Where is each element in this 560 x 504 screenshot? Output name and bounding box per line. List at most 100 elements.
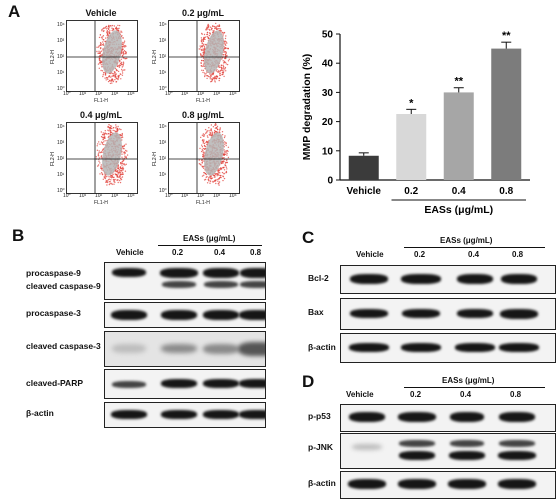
flow-y-tick: 10² [159,156,167,162]
scatter-dots [169,122,239,193]
panel-letter-c: C [302,228,315,247]
flow-plot-title-dose-0-4: 0.4 μg/mL [79,110,123,120]
flow-x-tick: 10⁴ [127,91,135,97]
bar-0-8 [491,48,522,180]
blot-image-row [104,402,266,428]
flow-x-tick: 10⁰ [63,193,71,199]
treatment-bracket [404,247,545,248]
flow-y-tick: 10⁰ [159,86,167,92]
blot-row-label: cleaved caspase-9 [26,281,101,291]
blot-image-row [340,471,556,499]
protein-band [112,344,146,353]
lane-header-dose: 0.2 [414,250,426,259]
blot-row-label: procaspase-9 [26,268,81,278]
protein-band [111,310,147,320]
blot-row-label: cleaved-PARP [26,378,84,388]
bar-0-4 [443,92,474,180]
significance-marker: * [409,97,414,109]
blot-image-row [340,298,556,330]
flow-y-tick: 10⁰ [159,188,167,194]
protein-band [498,451,536,460]
protein-band [112,381,146,388]
protein-band [203,379,239,388]
flow-x-tick: 10⁰ [165,193,173,199]
significance-marker: ** [502,30,511,42]
dense-cell-cluster [204,30,224,74]
flow-y-axis-label: FL2-H [50,50,56,64]
flow-x-tick: 10⁰ [63,91,71,97]
protein-band [398,479,436,489]
blot-image-row [104,302,266,328]
flow-y-tick: 10⁴ [159,22,167,28]
protein-band [350,309,388,318]
protein-band [203,344,239,354]
protein-band [501,274,537,284]
panel-letter-d: D [302,372,315,391]
blot-row-label: procaspase-3 [26,308,81,318]
lane-header-dose: 0.2 [172,248,184,257]
protein-band [401,343,441,352]
y-tick-label: 40 [322,59,334,70]
protein-band [161,344,197,353]
y-tick-label: 0 [327,176,333,187]
blot-row-label: Bcl-2 [308,273,329,283]
flow-x-tick: 10⁰ [165,91,173,97]
protein-band [162,281,196,288]
protein-band [161,410,197,419]
lane-header-dose: 0.8 [510,390,522,399]
lane-header-vehicle: Vehicle [116,248,144,257]
protein-band [398,412,436,422]
treatment-header: EASs (μg/mL) [442,376,495,385]
protein-band [350,274,388,284]
flow-y-tick: 10⁴ [57,22,65,28]
flow-x-tick: 10¹ [79,193,87,199]
flow-x-tick: 10³ [111,91,119,97]
treatment-header: EASs (μg/mL) [440,236,493,245]
treatment-bracket [404,387,545,388]
y-tick-label: 20 [322,117,334,128]
lane-header-dose: 0.8 [250,248,262,257]
protein-band [203,310,239,320]
protein-band [349,412,385,422]
flow-plot-dose-0-2 [168,20,240,92]
blot-image-row [340,433,556,469]
lane-header-dose: 0.4 [214,248,226,257]
protein-band [112,268,146,277]
blot-image-row [104,331,266,367]
protein-band [352,444,382,450]
flow-x-tick: 10² [95,91,103,97]
flow-plot-dose-0-4 [66,122,138,194]
flow-x-tick: 10⁴ [127,193,135,199]
x-category-label: Vehicle [347,186,382,197]
flow-y-tick: 10² [57,156,65,162]
protein-band [349,343,389,352]
blot-row-label: Bax [308,307,324,317]
lane-header-dose: 0.4 [460,390,472,399]
treatment-bracket [158,245,262,246]
y-tick-label: 30 [322,88,334,99]
flow-y-axis-label: FL2-H [50,152,56,166]
protein-band [448,479,486,489]
flow-y-tick: 10² [159,54,167,60]
protein-band [239,379,265,388]
lane-header-vehicle: Vehicle [356,250,384,259]
protein-band [161,310,197,320]
flow-x-axis-label: FL1-H [196,200,210,206]
flow-x-tick: 10³ [111,193,119,199]
protein-band [500,309,538,319]
panel-letter-a: A [8,2,21,21]
mmp-bar-chart: 0 10 20 30 40 50 MMP degradation (%) Vehicle * 0.… [301,30,530,216]
blot-image-row [340,404,556,432]
protein-band [457,309,493,318]
protein-band [402,309,440,318]
protein-band [239,410,265,419]
panel-letter-b: B [12,226,25,245]
flow-y-tick: 10¹ [159,172,167,178]
blot-image-row [340,265,556,294]
flow-x-axis-label: FL1-H [94,98,108,104]
y-axis-title: MMP degradation (%) [301,54,313,161]
bar-0-2 [396,114,427,180]
y-tick-label: 10 [322,146,334,157]
protein-band [399,451,435,460]
protein-band [204,281,238,288]
